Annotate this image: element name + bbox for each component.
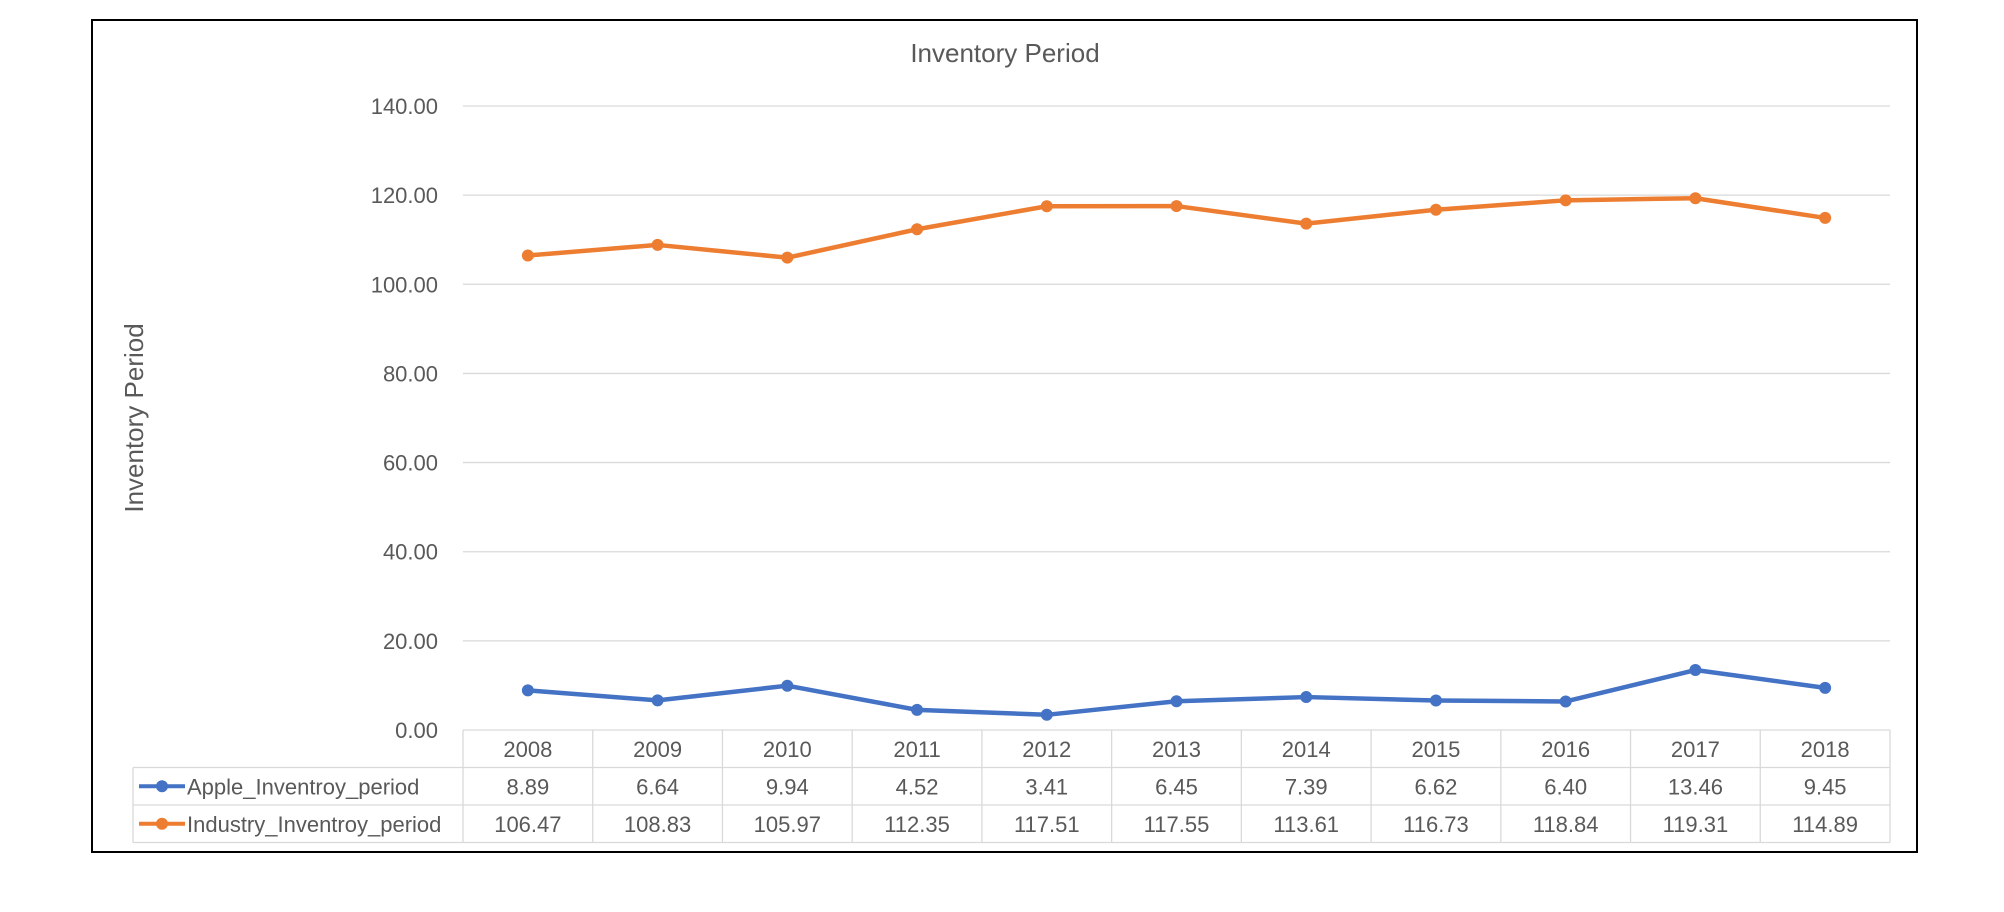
y-tick-label: 100.00 [371,272,438,297]
data-table-value: 118.84 [1533,812,1599,837]
y-tick-label: 80.00 [383,361,438,386]
y-tick-label: 140.00 [371,94,438,119]
category-label: 2015 [1411,737,1460,762]
data-point [911,703,924,716]
data-table-value: 119.31 [1663,812,1729,837]
data-point [521,684,534,697]
data-point [911,223,924,236]
data-table-value: 3.41 [1025,774,1068,799]
chart-title: Inventory Period [910,38,1099,68]
y-tick-label: 0.00 [395,718,438,743]
category-label: 2008 [503,737,552,762]
y-tick-label: 40.00 [383,540,438,565]
data-point [1819,211,1832,224]
category-label: 2011 [893,737,940,762]
data-point [651,238,664,251]
category-label: 2014 [1282,737,1331,762]
data-point [1040,708,1053,721]
data-point [1170,695,1183,708]
legend-key-marker [156,780,168,793]
line-chart: Inventory Period Inventory Period 0.0020… [119,38,1891,844]
category-label: 2009 [633,737,682,762]
data-point [1429,694,1442,707]
data-point [1300,691,1313,704]
data-table-value: 117.51 [1014,812,1080,837]
data-table-value: 108.83 [624,812,691,837]
data-table-value: 6.64 [636,774,679,799]
category-label: 2018 [1801,737,1850,762]
legend-key-marker [156,817,168,830]
data-point [1170,200,1183,213]
data-table-value: 114.89 [1792,812,1858,837]
data-table-value: 6.45 [1155,774,1198,799]
category-label: 2016 [1541,737,1590,762]
data-table: 2008 2009 2010 2011 2012 2013 2014 2015 2016 2017… [132,729,1891,844]
category-label: 2012 [1022,737,1071,762]
data-point [1040,200,1053,213]
data-table-value: 4.52 [896,774,939,799]
data-table-value: 117.55 [1144,812,1210,837]
data-point [781,679,794,692]
data-point [1689,664,1702,677]
legend-label: Industry_Inventroy_period [187,812,441,837]
data-point [521,249,534,262]
category-label: 2013 [1152,737,1201,762]
data-table-value: 9.94 [766,774,809,799]
grid-lines [463,105,1890,642]
data-point [1689,192,1702,205]
series-layer [521,192,1832,721]
data-table-value: 116.73 [1403,812,1469,837]
data-table-value: 106.47 [494,812,561,837]
y-axis-ticks: 0.00 20.00 40.00 60.00 80.00 100.00 120.00 140.… [371,94,438,743]
data-table-value: 7.39 [1285,774,1328,799]
series-line-1 [525,667,1828,718]
data-table-value: 105.97 [754,812,821,837]
y-axis-label: Inventory Period [119,323,149,512]
data-point [1300,217,1313,230]
data-point [1559,695,1572,708]
data-point [1429,203,1442,216]
data-table-value: 6.40 [1544,774,1587,799]
category-label: 2010 [763,737,812,762]
data-point [1819,681,1832,694]
data-table-value: 9.45 [1804,774,1847,799]
chart-frame: Inventory Period Inventory Period 0.00 20… [91,19,1918,853]
y-tick-label: 60.00 [383,451,438,476]
data-table-value: 112.35 [884,812,950,837]
data-point [1559,194,1572,207]
legend-label: Apple_Inventroy_period [187,774,419,799]
data-table-value: 13.46 [1668,774,1723,799]
data-table-value: 8.89 [506,774,549,799]
data-point [781,251,794,264]
y-tick-label: 120.00 [371,183,438,208]
category-label: 2017 [1671,737,1720,762]
data-table-value: 6.62 [1415,774,1458,799]
data-table-value: 113.61 [1273,812,1339,837]
y-tick-label: 20.00 [383,629,438,654]
data-point [651,694,664,707]
